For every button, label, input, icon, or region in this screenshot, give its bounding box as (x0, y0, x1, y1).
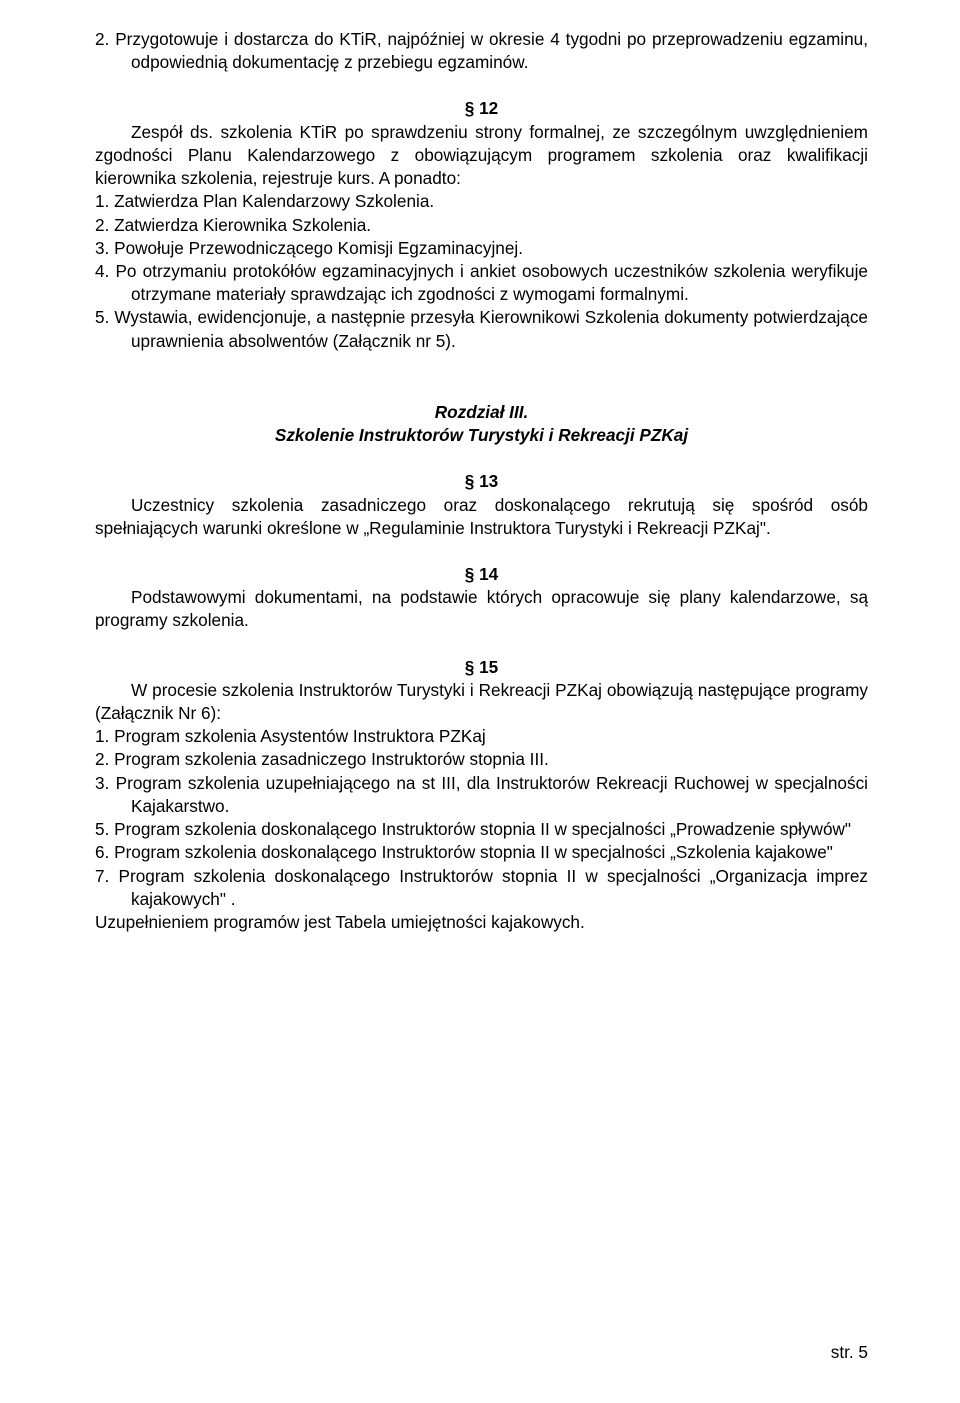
page-content: 2. Przygotowuje i dostarcza do KTiR, naj… (0, 0, 960, 934)
section-15-item-1: 1. Program szkolenia Asystentów Instrukt… (95, 725, 868, 748)
section-12-item-2: 2. Zatwierdza Kierownika Szkolenia. (95, 214, 868, 237)
section-12-item-1: 1. Zatwierdza Plan Kalendarzowy Szkoleni… (95, 190, 868, 213)
section-14-mark: § 14 (95, 563, 868, 586)
section-15-item-5: 5. Program szkolenia doskonalącego Instr… (95, 818, 868, 841)
section-12-intro: Zespół ds. szkolenia KTiR po sprawdzeniu… (95, 121, 868, 191)
section-15-item-2: 2. Program szkolenia zasadniczego Instru… (95, 748, 868, 771)
section-15-end: Uzupełnieniem programów jest Tabela umie… (95, 911, 868, 934)
section-12-item-5: 5. Wystawia, ewidencjonuje, a następnie … (95, 306, 868, 352)
chapter-3-title: Rozdział III. (95, 401, 868, 424)
para-item-2: 2. Przygotowuje i dostarcza do KTiR, naj… (95, 28, 868, 74)
section-15-intro: W procesie szkolenia Instruktorów Turyst… (95, 679, 868, 725)
chapter-3-subtitle: Szkolenie Instruktorów Turystyki i Rekre… (95, 424, 868, 447)
section-12-item-3: 3. Powołuje Przewodniczącego Komisji Egz… (95, 237, 868, 260)
section-12-item-4: 4. Po otrzymaniu protokółów egzaminacyjn… (95, 260, 868, 306)
section-12-mark: § 12 (95, 97, 868, 120)
section-14-body: Podstawowymi dokumentami, na podstawie k… (95, 586, 868, 632)
section-13-body: Uczestnicy szkolenia zasadniczego oraz d… (95, 494, 868, 540)
section-15-item-7: 7. Program szkolenia doskonalącego Instr… (95, 865, 868, 911)
section-15-item-3: 3. Program szkolenia uzupełniającego na … (95, 772, 868, 818)
section-15-item-6: 6. Program szkolenia doskonalącego Instr… (95, 841, 868, 864)
section-13-mark: § 13 (95, 470, 868, 493)
section-15-mark: § 15 (95, 656, 868, 679)
page-footer: str. 5 (831, 1342, 868, 1363)
